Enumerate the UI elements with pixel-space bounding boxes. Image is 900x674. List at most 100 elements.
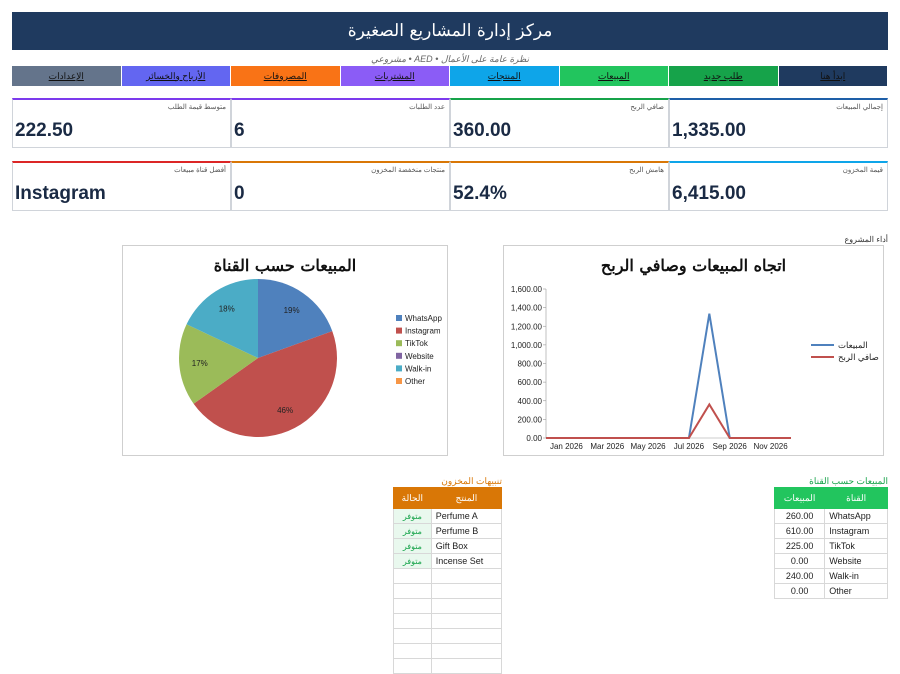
channel-name-cell: WhatsApp bbox=[824, 508, 888, 524]
stock-product-cell: Gift Box bbox=[430, 538, 503, 554]
table-row-empty bbox=[393, 598, 503, 614]
channel-name-cell: Other bbox=[824, 583, 888, 599]
x-tick-label: Jul 2026 bbox=[674, 442, 705, 451]
kpi-card: هامش الربح 52.4% bbox=[450, 161, 669, 211]
kpi-card: أفضل قناة مبيعات Instagram bbox=[12, 161, 231, 211]
stock-product-cell: Incense Set bbox=[430, 553, 503, 569]
page-title: مركز إدارة المشاريع الصغيرة bbox=[12, 12, 888, 50]
empty-cell bbox=[393, 613, 432, 629]
table-row: 260.00 WhatsApp bbox=[773, 508, 888, 524]
nav-item-2[interactable]: المبيعات bbox=[559, 66, 669, 86]
table-row-empty bbox=[393, 628, 503, 644]
empty-cell bbox=[393, 598, 432, 614]
kpi-label: منتجات منخفضة المخزون bbox=[371, 167, 445, 174]
channel-sales-cell: 610.00 bbox=[773, 523, 826, 539]
kpi-value: 52.4% bbox=[453, 183, 507, 204]
nav-item-6[interactable]: الأرباح والخسائر bbox=[121, 66, 231, 86]
legend-swatch bbox=[396, 365, 402, 372]
stock-header-status: الحالة bbox=[393, 487, 432, 509]
kpi-value: 6,415.00 bbox=[672, 183, 746, 204]
kpi-value: 1,335.00 bbox=[672, 120, 746, 141]
channel-name-cell: Walk-in bbox=[824, 568, 888, 584]
y-tick-label: 400.00 bbox=[518, 397, 543, 406]
stock-status-cell: متوفر bbox=[393, 553, 432, 569]
y-tick-label: 200.00 bbox=[518, 415, 543, 424]
legend-entry: TikTok bbox=[405, 339, 429, 348]
nav-item-4[interactable]: المشتريات bbox=[340, 66, 450, 86]
line-chart: اتجاه المبيعات وصافي الربح 0.00 200.00 400… bbox=[503, 245, 884, 456]
kpi-label: إجمالي المبيعات bbox=[836, 104, 883, 111]
kpi-label: أفضل قناة مبيعات bbox=[174, 167, 226, 174]
pie-slice-instagram bbox=[193, 331, 337, 438]
performance-label: أداء المشروع bbox=[844, 235, 888, 244]
nav-item-7[interactable]: الإعدادات bbox=[12, 66, 122, 86]
empty-cell bbox=[430, 643, 503, 659]
y-tick-label: 1,000.00 bbox=[511, 341, 543, 350]
kpi-label: متوسط قيمة الطلب bbox=[167, 104, 226, 111]
legend-swatch bbox=[396, 327, 402, 334]
nav-item-1[interactable]: طلب جديد bbox=[669, 66, 779, 86]
pie-slice-walk-in bbox=[186, 279, 258, 358]
table-row-empty bbox=[393, 643, 503, 659]
channel-name-cell: Instagram bbox=[824, 523, 888, 539]
stock-product-cell: Perfume A bbox=[430, 508, 503, 524]
kpi-row-1: إجمالي المبيعات 1,335.00 صافي الربح 360.00 ع… bbox=[12, 98, 888, 148]
empty-cell bbox=[430, 613, 503, 629]
line-chart-svg: 0.00 200.00 400.00 600.00 800.00 1,000.00 1,20… bbox=[511, 285, 879, 451]
empty-cell bbox=[430, 628, 503, 644]
empty-cell bbox=[430, 583, 503, 599]
pie-data-label: 18% bbox=[219, 305, 235, 314]
stock-alerts-title: تنبيهات المخزون bbox=[441, 476, 502, 486]
stock-status-cell: متوفر bbox=[393, 538, 432, 554]
legend-entry: Other bbox=[405, 377, 425, 386]
nav-item-3[interactable]: المنتجات bbox=[450, 66, 560, 86]
empty-cell bbox=[393, 628, 432, 644]
sales-by-channel-title: المبيعات حسب القناة bbox=[809, 476, 888, 486]
nav-item-5[interactable]: المصروفات bbox=[231, 66, 341, 86]
table-row: متوفر Perfume A bbox=[393, 508, 503, 524]
legend-entry: المبيعات bbox=[838, 340, 868, 350]
channel-header-sales: المبيعات bbox=[773, 487, 826, 509]
channel-name-cell: Website bbox=[824, 553, 888, 569]
kpi-label: عدد الطلبات bbox=[409, 104, 445, 111]
kpi-card: عدد الطلبات 6 bbox=[231, 98, 450, 148]
table-row: 225.00 TikTok bbox=[773, 538, 888, 554]
kpi-value: 360.00 bbox=[453, 120, 512, 141]
legend-swatch bbox=[396, 378, 402, 384]
y-tick-label: 0.00 bbox=[526, 434, 542, 443]
nav-item-0[interactable]: ابدأ هنا bbox=[778, 66, 888, 86]
channel-sales-cell: 0.00 bbox=[773, 583, 826, 599]
kpi-row-2: قيمة المخزون 6,415.00 هامش الربح 52.4% منتجا… bbox=[12, 161, 888, 211]
empty-cell bbox=[430, 598, 503, 614]
channel-sales-cell: 260.00 bbox=[773, 508, 826, 524]
channel-sales-cell: 0.00 bbox=[773, 553, 826, 569]
table-row: متوفر Gift Box bbox=[393, 538, 503, 554]
y-tick-label: 600.00 bbox=[518, 378, 543, 387]
table-row-empty bbox=[393, 613, 503, 629]
pie-slice-whatsapp bbox=[258, 279, 333, 358]
legend-swatch bbox=[396, 352, 402, 359]
empty-cell bbox=[393, 583, 432, 599]
empty-cell bbox=[393, 658, 432, 674]
table-row-empty bbox=[393, 583, 503, 599]
channel-name-cell: TikTok bbox=[824, 538, 888, 554]
x-tick-label: May 2026 bbox=[631, 442, 667, 451]
kpi-card: متوسط قيمة الطلب 222.50 bbox=[12, 98, 231, 148]
stock-header-product: المنتج bbox=[430, 487, 503, 509]
kpi-card: منتجات منخفضة المخزون 0 bbox=[231, 161, 450, 211]
pie-data-label: 17% bbox=[192, 359, 208, 368]
empty-cell bbox=[430, 658, 503, 674]
table-row: 240.00 Walk-in bbox=[773, 568, 888, 584]
stock-product-cell: Perfume B bbox=[430, 523, 503, 539]
line-chart-title: اتجاه المبيعات وصافي الربح bbox=[600, 256, 787, 275]
empty-cell bbox=[393, 568, 432, 584]
legend-swatch bbox=[396, 340, 402, 347]
pie-slice-tiktok bbox=[179, 324, 258, 404]
legend-entry: Website bbox=[405, 352, 434, 361]
table-row: متوفر Perfume B bbox=[393, 523, 503, 539]
nav-bar: ابدأ هنا طلب جديد المبيعات المنتجات المشتريا… bbox=[12, 66, 888, 86]
kpi-value: 6 bbox=[234, 120, 245, 141]
kpi-card: صافي الربح 360.00 bbox=[450, 98, 669, 148]
pie-data-label: 19% bbox=[284, 306, 300, 315]
pie-chart-title: المبيعات حسب القناة bbox=[213, 256, 357, 275]
